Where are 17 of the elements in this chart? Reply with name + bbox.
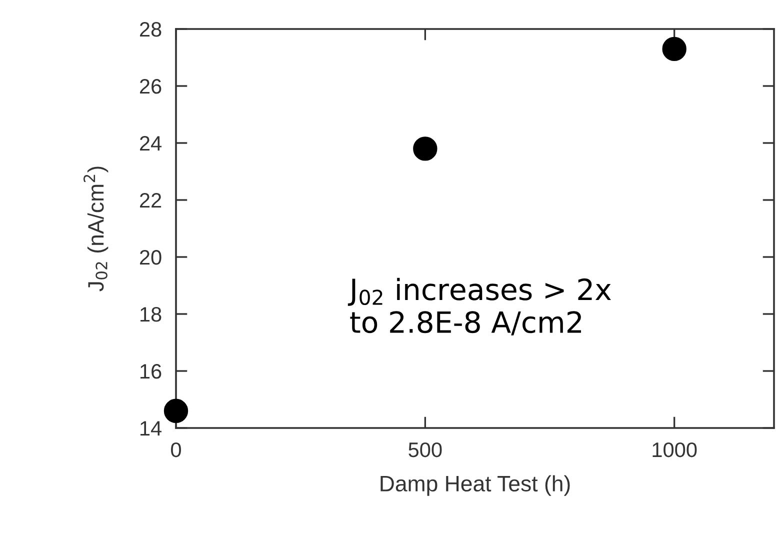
- y-tick-label: 16: [140, 364, 162, 379]
- annotation: J$_{02}$ increases > 2x to 2.8E-8 A/cm2: [348, 278, 611, 336]
- y-axis-title: J$_{02}$ (nA/cm$^{2}$): [83, 166, 108, 292]
- y-tick-label: 18: [140, 307, 162, 322]
- y-tick-label: 28: [140, 22, 162, 37]
- y-tick-label: 22: [140, 193, 162, 208]
- x-tick-label: 0: [171, 442, 181, 458]
- y-tick-label: 24: [140, 136, 162, 151]
- y-tick-label: 26: [140, 79, 162, 94]
- y-tick-label: 20: [140, 250, 162, 265]
- y-tick-label: 14: [140, 421, 162, 436]
- point: [662, 36, 686, 62]
- point: [413, 136, 438, 161]
- x-tick-label: 500: [408, 442, 442, 458]
- x-axis-title: Damp Heat Test (h): [380, 475, 570, 496]
- x-tick-label: 1000: [652, 442, 697, 458]
- point: [164, 398, 188, 423]
